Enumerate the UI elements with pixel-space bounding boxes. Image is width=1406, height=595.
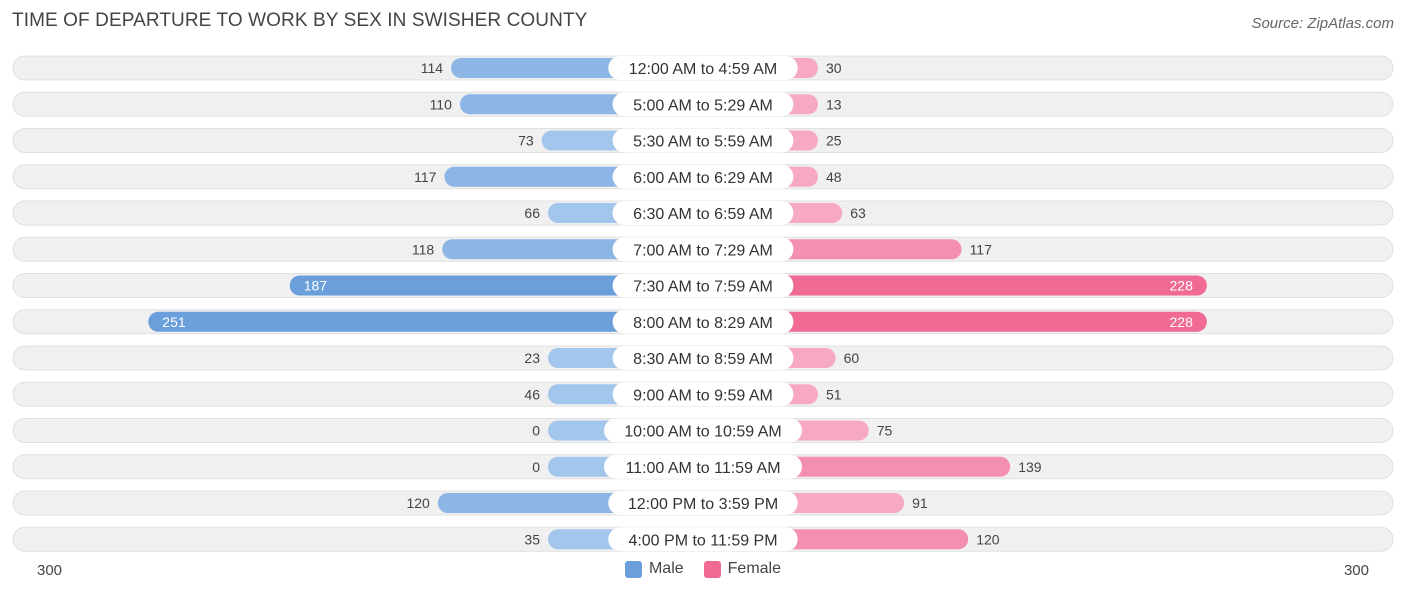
category-label: 7:00 AM to 7:29 AM: [633, 242, 773, 259]
category-pill: [612, 92, 794, 117]
value-label-male: 251: [162, 314, 186, 330]
value-label-male: 187: [304, 278, 328, 294]
category-label: 8:30 AM to 8:59 AM: [633, 351, 773, 368]
chart-source: Source: ZipAtlas.com: [1251, 15, 1394, 32]
value-label-female: 30: [826, 60, 842, 76]
value-label-female: 75: [877, 423, 893, 439]
category-label: 6:30 AM to 6:59 AM: [633, 206, 773, 223]
category-label: 12:00 AM to 4:59 AM: [629, 61, 778, 78]
category-label: 5:00 AM to 5:29 AM: [633, 97, 773, 114]
category-pill: [612, 201, 794, 225]
category-pill: [612, 309, 794, 334]
value-label-male: 114: [421, 60, 444, 76]
value-label-male: 118: [412, 241, 435, 257]
legend-item-male[interactable]: Male: [624, 560, 684, 578]
bar-female: [703, 311, 1207, 332]
category-pill: [612, 346, 794, 370]
category-pill: [608, 527, 798, 552]
category-pill: [608, 56, 798, 80]
value-label-male: 35: [524, 531, 540, 547]
axis-left-label: 300: [37, 562, 63, 579]
category-label: 8:00 AM to 8:29 AM: [633, 315, 773, 332]
value-label-male: 46: [524, 386, 540, 402]
value-label-female: 228: [1170, 278, 1194, 294]
value-label-female: 139: [1018, 459, 1042, 475]
value-label-female: 13: [826, 96, 842, 112]
value-label-male: 73: [518, 133, 534, 149]
value-label-female: 91: [912, 495, 928, 511]
category-pill: [612, 128, 794, 153]
category-pill: [612, 382, 794, 407]
category-label: 10:00 AM to 10:59 AM: [624, 424, 781, 441]
legend: Male Female: [0, 560, 1406, 578]
legend-label-male: Male: [648, 560, 684, 577]
bar-male: [148, 311, 704, 332]
category-label: 11:00 AM to 11:59 AM: [625, 460, 780, 477]
category-pill: [604, 418, 802, 443]
value-label-female: 228: [1170, 314, 1194, 330]
value-label-male: 0: [532, 423, 540, 439]
value-label-female: 60: [844, 350, 860, 366]
value-label-male: 66: [524, 205, 540, 221]
value-label-male: 120: [406, 495, 430, 511]
category-label: 9:00 AM to 9:59 AM: [633, 387, 773, 404]
legend-swatch-female: [703, 560, 721, 578]
bar-male: [289, 275, 703, 296]
chart-canvas: 114 30 12:00 AM to 4:59 AM 110 13 5:00 AM to …: [12, 55, 1394, 552]
category-pill: [608, 491, 798, 515]
axis-right-label: 300: [1343, 562, 1369, 579]
category-pill: [612, 164, 794, 189]
value-label-male: 0: [532, 459, 540, 475]
category-label: 7:30 AM to 7:59 AM: [633, 279, 773, 296]
category-label: 12:00 PM to 3:59 PM: [628, 496, 778, 513]
legend-label-female: Female: [727, 560, 782, 577]
value-label-male: 110: [430, 96, 453, 112]
value-label-male: 117: [414, 169, 437, 185]
chart-title: TIME OF DEPARTURE TO WORK BY SEX IN SWIS…: [12, 10, 588, 31]
category-label: 5:30 AM to 5:59 AM: [633, 134, 773, 151]
value-label-female: 63: [850, 205, 866, 221]
value-label-female: 51: [826, 386, 842, 402]
category-pill: [604, 454, 802, 479]
category-label: 6:00 AM to 6:29 AM: [633, 170, 773, 187]
bar-female: [703, 275, 1207, 296]
value-label-female: 25: [826, 133, 842, 149]
value-label-male: 23: [524, 350, 540, 366]
category-label: 4:00 PM to 11:59 PM: [628, 532, 777, 549]
value-label-female: 117: [970, 241, 993, 257]
legend-swatch-male: [624, 560, 642, 578]
value-label-female: 48: [826, 169, 842, 185]
category-pill: [612, 237, 794, 262]
legend-item-female[interactable]: Female: [703, 560, 782, 578]
category-pill: [612, 273, 794, 298]
value-label-female: 120: [976, 531, 1000, 547]
